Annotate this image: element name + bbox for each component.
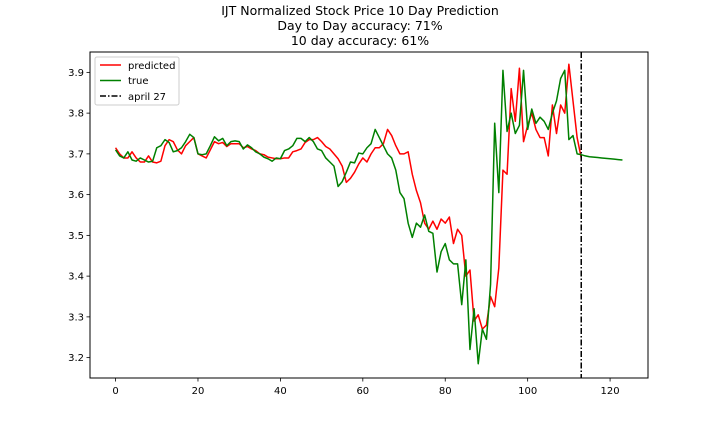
y-tick-label: 3.2	[68, 353, 84, 364]
series-line-predicted	[114, 63, 582, 330]
y-tick-label: 3.8	[68, 109, 84, 120]
legend-label-true: true	[128, 76, 149, 87]
y-tick-label: 3.3	[68, 312, 84, 323]
y-tick-label: 3.4	[68, 272, 84, 283]
chart-subtitle-day-accuracy: Day to Day accuracy: 71%	[277, 18, 443, 33]
chart-title: IJT Normalized Stock Price 10 Day Predic…	[221, 3, 499, 18]
x-tick-label: 120	[601, 386, 620, 397]
x-axis-ticks: 0 20 40 60 80 100 120	[112, 378, 620, 397]
legend-box	[94, 56, 180, 106]
y-tick-label: 3.9	[68, 68, 84, 79]
y-tick-label: 3.5	[68, 231, 84, 242]
y-tick-label: 3.7	[68, 149, 84, 160]
x-tick-label: 60	[356, 386, 369, 397]
x-tick-label: 0	[112, 386, 118, 397]
plot-area-frame	[89, 51, 649, 379]
series-layer	[114, 63, 623, 365]
x-tick-label: 40	[274, 386, 287, 397]
chart-title-block: IJT Normalized Stock Price 10 Day Predic…	[0, 3, 720, 48]
legend-label-april-27: april 27	[128, 92, 166, 103]
y-tick-label: 3.6	[68, 190, 84, 201]
legend: predicted true april 27	[94, 56, 180, 106]
x-tick-label: 80	[439, 386, 452, 397]
x-tick-label: 100	[518, 386, 537, 397]
chart-subtitle-10day-accuracy: 10 day accuracy: 61%	[290, 33, 430, 48]
series-line-true	[114, 69, 623, 365]
y-axis-ticks: 3.2 3.3 3.4 3.5 3.6 3.7 3.8 3.9	[68, 68, 90, 364]
x-tick-label: 20	[192, 386, 205, 397]
legend-label-predicted: predicted	[128, 61, 175, 72]
